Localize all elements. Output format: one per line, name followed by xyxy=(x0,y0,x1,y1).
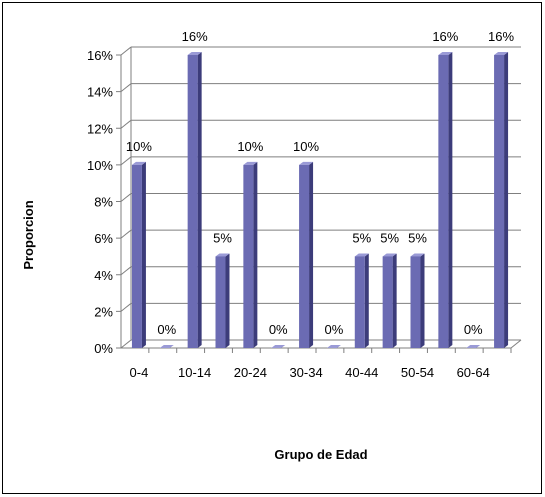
data-label: 5% xyxy=(408,230,427,245)
gridline-depth xyxy=(120,302,132,312)
bar-front xyxy=(410,256,421,348)
data-label: 16% xyxy=(432,29,458,44)
y-tick-label: 10% xyxy=(87,158,113,173)
y-tick-label: 16% xyxy=(87,48,113,63)
bar-top xyxy=(215,253,230,257)
x-tick-label: 50-54 xyxy=(401,365,434,380)
bar-top xyxy=(326,345,341,348)
bar xyxy=(215,253,230,348)
bar-top xyxy=(410,253,425,257)
data-label: 0% xyxy=(464,322,483,337)
y-axis-title: Proporcion xyxy=(21,200,36,269)
gridline-depth xyxy=(120,156,132,166)
bar xyxy=(131,161,146,348)
bar-top xyxy=(494,52,509,55)
bar xyxy=(326,345,341,348)
bar-top xyxy=(354,253,369,257)
gridline-depth xyxy=(120,46,132,56)
bar-side xyxy=(197,52,202,348)
bar xyxy=(354,253,369,348)
data-label: 16% xyxy=(488,29,514,44)
gridline-depth xyxy=(120,193,132,202)
bar-top xyxy=(243,161,258,165)
bar xyxy=(494,52,509,348)
data-label: 0% xyxy=(269,322,288,337)
gridlines xyxy=(120,46,521,349)
bar-side xyxy=(392,253,397,348)
data-label: 5% xyxy=(352,230,371,245)
data-label: 10% xyxy=(126,139,152,154)
gridline-depth xyxy=(120,83,132,93)
y-tick-label: 12% xyxy=(87,121,113,136)
bar xyxy=(243,161,258,348)
bar-front xyxy=(187,55,198,348)
data-label: 5% xyxy=(213,230,232,245)
bar-front xyxy=(299,164,310,348)
x-tick-label: 30-34 xyxy=(289,365,322,380)
axes xyxy=(116,47,522,353)
y-tick-label: 6% xyxy=(94,231,113,246)
bar-top xyxy=(131,161,146,165)
data-label: 10% xyxy=(293,139,319,154)
bar-top xyxy=(271,345,286,348)
y-tick-label: 4% xyxy=(94,268,113,283)
bar-chart: 0% 2% 4% 6% 8% 10% 12% 14% 16% 0-4 10-14 20-24 30-3… xyxy=(21,29,522,462)
bar-top xyxy=(299,161,314,165)
bar-front xyxy=(354,256,365,348)
data-label: 0% xyxy=(157,322,176,337)
bar-side xyxy=(141,161,146,348)
bar-top xyxy=(382,253,397,257)
bar-side xyxy=(309,161,314,348)
bar-top xyxy=(466,345,481,348)
data-label: 5% xyxy=(380,230,399,245)
x-axis-title: Grupo de Edad xyxy=(274,447,367,462)
data-label: 10% xyxy=(237,139,263,154)
data-labels: 10% 0% 16% 5% 10% 0% 10% 0% 5% 5% 5% 16% 0% 16% xyxy=(126,29,515,337)
y-tick-label: 0% xyxy=(94,341,113,356)
bar-top xyxy=(187,52,202,55)
bar-side xyxy=(364,253,369,348)
bar-side xyxy=(253,161,258,348)
bar-front xyxy=(494,55,505,348)
x-tick-label: 10-14 xyxy=(178,365,211,380)
bar xyxy=(299,161,314,348)
y-tick-label: 14% xyxy=(87,85,113,100)
floor-edge xyxy=(510,339,522,349)
gridline-depth xyxy=(120,119,132,129)
bar-front xyxy=(131,164,142,348)
gridline-depth xyxy=(120,339,132,349)
bar-front xyxy=(215,256,226,348)
x-tick-label: 40-44 xyxy=(345,365,378,380)
data-label: 0% xyxy=(325,322,344,337)
bar-top xyxy=(159,345,174,348)
bar-side xyxy=(420,253,425,348)
x-tick-label: 0-4 xyxy=(130,365,149,380)
bar xyxy=(271,345,286,348)
x-tick-label: 60-64 xyxy=(457,365,490,380)
bar-front xyxy=(382,256,393,348)
bar xyxy=(159,345,174,348)
y-tick-labels: 0% 2% 4% 6% 8% 10% 12% 14% 16% xyxy=(87,48,113,356)
y-tick-label: 2% xyxy=(94,304,113,319)
bar-front xyxy=(438,55,449,348)
bars xyxy=(131,52,509,348)
bar-side xyxy=(504,52,509,348)
bar xyxy=(187,52,202,348)
bar xyxy=(466,345,481,348)
gridline-depth xyxy=(120,266,132,276)
bar-side xyxy=(225,253,230,348)
y-tick-label: 8% xyxy=(94,195,113,210)
bar xyxy=(410,253,425,348)
x-tick-label: 20-24 xyxy=(234,365,267,380)
bar-top xyxy=(438,52,453,55)
bar xyxy=(382,253,397,348)
gridline-depth xyxy=(120,229,132,239)
bar-front xyxy=(243,164,254,348)
bar-side xyxy=(448,52,453,348)
bar xyxy=(438,52,453,348)
x-tick-labels: 0-4 10-14 20-24 30-34 40-44 50-54 60-64 xyxy=(130,365,490,380)
data-label: 16% xyxy=(182,29,208,44)
